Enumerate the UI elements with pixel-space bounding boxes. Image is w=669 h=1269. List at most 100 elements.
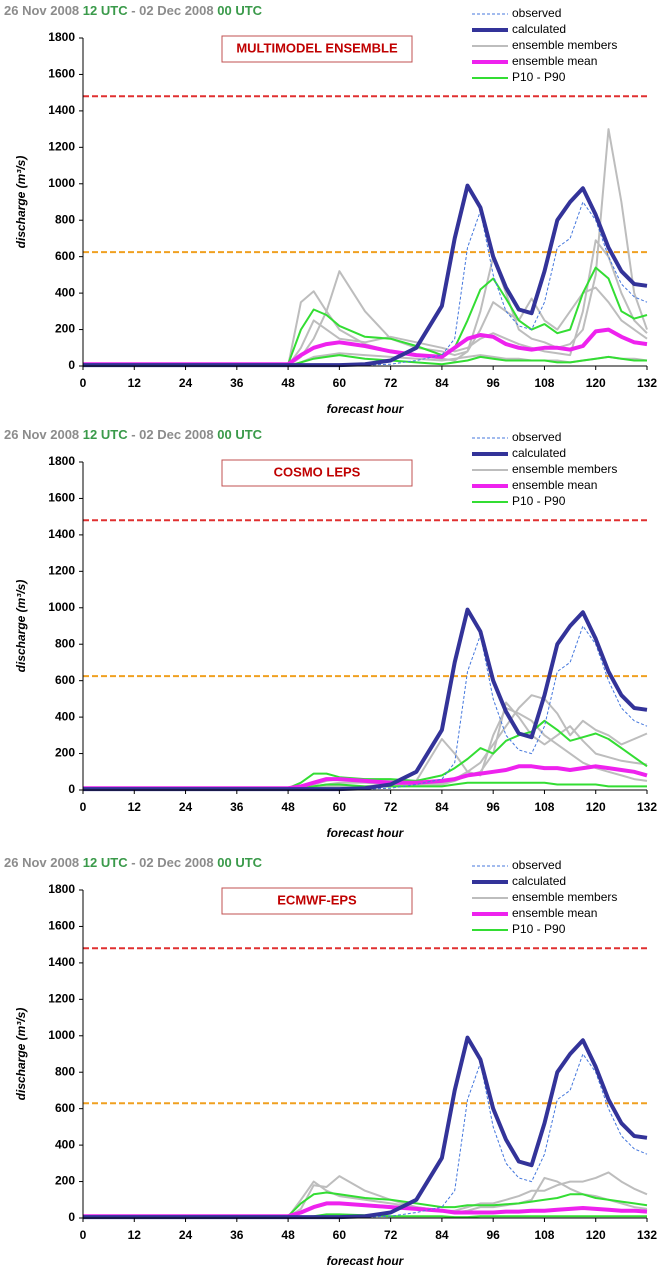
y-tick-label: 1400	[48, 527, 75, 541]
x-tick-label: 84	[435, 1228, 449, 1242]
chart-title: COSMO LEPS	[274, 464, 361, 479]
x-tick-label: 48	[281, 376, 295, 390]
x-tick-label: 24	[179, 800, 193, 814]
legend-label: P10 - P90	[512, 70, 566, 84]
chart-title: ECMWF-EPS	[277, 892, 357, 907]
date-part: 12 UTC	[83, 427, 128, 442]
y-tick-label: 1800	[48, 30, 75, 44]
title-box	[221, 35, 413, 63]
y-tick-label: 1800	[48, 454, 75, 468]
series-line	[83, 607, 648, 792]
date-header: 26 Nov 2008 12 UTC - 02 Dec 2008 00 UTC	[4, 427, 263, 442]
y-axis-label: discharge (m³/s)	[14, 1008, 28, 1101]
date-part: 26 Nov 2008	[4, 855, 79, 870]
y-tick-label: 600	[55, 1101, 75, 1115]
legend-label: ensemble mean	[512, 906, 597, 920]
series-line	[83, 701, 648, 791]
y-tick-label: 400	[55, 1137, 75, 1151]
x-tick-label: 96	[487, 800, 501, 814]
x-tick-label: 108	[534, 800, 554, 814]
x-tick-label: 60	[333, 376, 347, 390]
y-tick-label: 400	[55, 285, 75, 299]
date-header: 26 Nov 2008 12 UTC - 02 Dec 2008 00 UTC	[4, 3, 263, 18]
date-header: 26 Nov 2008 12 UTC - 02 Dec 2008 00 UTC	[4, 855, 263, 870]
x-tick-label: 120	[586, 1228, 606, 1242]
date-part: 12 UTC	[83, 3, 128, 18]
x-axis-label: forecast hour	[327, 826, 405, 840]
legend-label: P10 - P90	[512, 494, 566, 508]
y-tick-label: 400	[55, 709, 75, 723]
y-tick-label: 1200	[48, 992, 75, 1006]
date-part: 12 UTC	[83, 855, 128, 870]
x-tick-label: 96	[487, 376, 501, 390]
x-tick-label: 24	[179, 376, 193, 390]
date-part: 26 Nov 2008	[4, 3, 79, 18]
legend-label: ensemble members	[512, 38, 617, 52]
x-tick-label: 132	[637, 800, 657, 814]
x-tick-label: 120	[586, 800, 606, 814]
y-axis-label: discharge (m³/s)	[14, 580, 28, 673]
series-line	[83, 1035, 648, 1220]
date-part: - 02 Dec 2008	[131, 427, 213, 442]
x-tick-label: 12	[128, 800, 142, 814]
x-tick-label: 60	[333, 800, 347, 814]
x-tick-label: 12	[128, 376, 142, 390]
y-tick-label: 1200	[48, 140, 75, 154]
date-part: 00 UTC	[217, 855, 262, 870]
legend-label: observed	[512, 6, 561, 20]
y-tick-label: 600	[55, 249, 75, 263]
series-line	[83, 270, 648, 367]
x-tick-label: 72	[384, 1228, 398, 1242]
series-line	[83, 201, 648, 366]
date-part: 26 Nov 2008	[4, 427, 79, 442]
legend-label: observed	[512, 430, 561, 444]
y-tick-label: 0	[68, 782, 75, 796]
legend-label: calculated	[512, 446, 566, 460]
x-tick-label: 48	[281, 800, 295, 814]
legend-label: ensemble mean	[512, 478, 597, 492]
legend-label: calculated	[512, 22, 566, 36]
x-tick-label: 120	[586, 376, 606, 390]
series-line	[83, 128, 648, 367]
x-axis-label: forecast hour	[327, 402, 405, 416]
x-tick-label: 84	[435, 800, 449, 814]
series-line	[83, 1053, 648, 1218]
y-tick-label: 800	[55, 636, 75, 650]
series-line	[83, 183, 648, 368]
x-tick-label: 36	[230, 800, 244, 814]
y-axis-label: discharge (m³/s)	[14, 156, 28, 249]
date-part: - 02 Dec 2008	[131, 3, 213, 18]
legend-label: ensemble mean	[512, 54, 597, 68]
series-line	[83, 625, 648, 790]
x-tick-label: 72	[384, 800, 398, 814]
y-tick-label: 1400	[48, 103, 75, 117]
y-tick-label: 1000	[48, 600, 75, 614]
y-tick-label: 200	[55, 746, 75, 760]
x-tick-label: 36	[230, 376, 244, 390]
x-tick-label: 48	[281, 1228, 295, 1242]
y-tick-label: 1200	[48, 564, 75, 578]
y-tick-label: 1000	[48, 176, 75, 190]
chart-title: MULTIMODEL ENSEMBLE	[236, 40, 398, 55]
date-part: 00 UTC	[217, 3, 262, 18]
legend-label: ensemble members	[512, 890, 617, 904]
y-tick-label: 800	[55, 1064, 75, 1078]
y-tick-label: 200	[55, 322, 75, 336]
y-tick-label: 1600	[48, 67, 75, 81]
x-tick-label: 12	[128, 1228, 142, 1242]
legend-label: P10 - P90	[512, 922, 566, 936]
x-tick-label: 84	[435, 376, 449, 390]
x-axis-label: forecast hour	[327, 1254, 405, 1268]
date-part: 00 UTC	[217, 427, 262, 442]
y-tick-label: 1400	[48, 955, 75, 969]
y-tick-label: 1600	[48, 919, 75, 933]
title-box	[221, 887, 413, 915]
x-tick-label: 72	[384, 376, 398, 390]
series-line	[83, 694, 648, 791]
x-tick-label: 108	[534, 376, 554, 390]
x-tick-label: 108	[534, 1228, 554, 1242]
x-tick-label: 24	[179, 1228, 193, 1242]
date-part: - 02 Dec 2008	[131, 855, 213, 870]
legend-label: observed	[512, 858, 561, 872]
y-tick-label: 1600	[48, 491, 75, 505]
